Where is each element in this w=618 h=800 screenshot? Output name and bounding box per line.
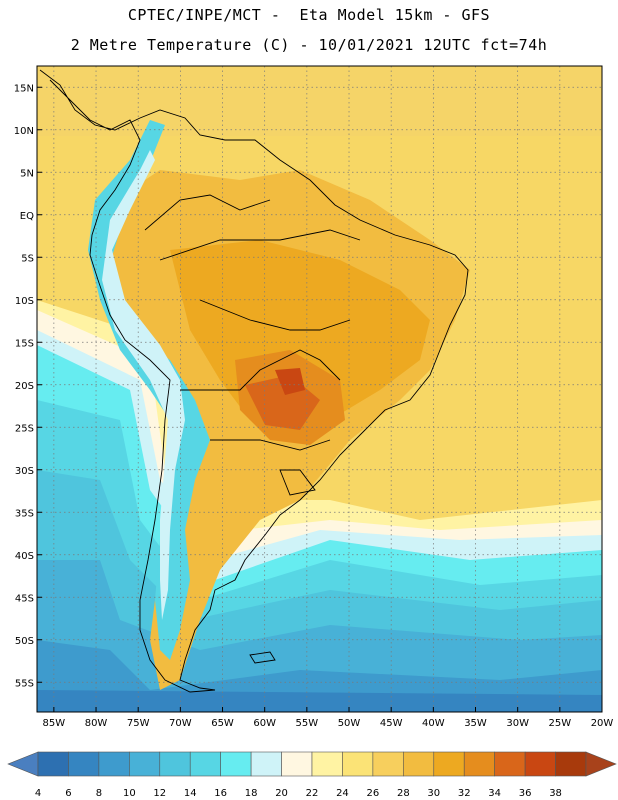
lat-label: 5S [21, 253, 34, 264]
colorbar-label: 6 [65, 788, 71, 799]
colorbar-swatch [159, 751, 191, 777]
lon-label: 20W [591, 718, 614, 729]
lat-label: 10N [14, 126, 34, 137]
colorbar-label: 10 [123, 788, 136, 799]
lon-label: 35W [464, 718, 487, 729]
colorbar-swatch [98, 751, 130, 777]
colorbar-swatch [433, 751, 465, 777]
colorbar-swatch [68, 751, 100, 777]
colorbar-label: 32 [458, 788, 471, 799]
lat-label: 40S [15, 551, 34, 562]
lon-label: 45W [380, 718, 403, 729]
lat-label: 45S [15, 593, 34, 604]
lat-label: 10S [15, 296, 34, 307]
colorbar-label: 4 [35, 788, 41, 799]
lon-label: 75W [127, 718, 150, 729]
colorbar-swatch [403, 751, 435, 777]
colorbar-swatch [494, 751, 526, 777]
colorbar-label: 12 [153, 788, 166, 799]
colorbar-label: 30 [427, 788, 440, 799]
colorbar-swatch [250, 751, 282, 777]
colorbar-swatch [311, 751, 343, 777]
lon-label: 40W [422, 718, 445, 729]
lon-label: 70W [169, 718, 192, 729]
longitude-labels: 85W 80W 75W 70W 65W 60W 55W 50W 45W 40W 35W 30W 25W 2… [43, 707, 614, 729]
colorbar-label: 36 [519, 788, 532, 799]
lat-label: EQ [20, 211, 34, 222]
lat-label: 30S [15, 466, 34, 477]
lon-label: 30W [506, 718, 529, 729]
map-frame [36, 65, 603, 713]
colorbar-swatch [189, 751, 221, 777]
lat-label: 20S [15, 381, 34, 392]
colorbar-label: 24 [336, 788, 349, 799]
map-title-variable: 2 Metre Temperature (C) - 10/01/2021 12U… [70, 36, 548, 54]
colorbar-swatch [281, 751, 313, 777]
lon-label: 25W [549, 718, 572, 729]
lon-label: 85W [43, 718, 66, 729]
colorbar-label: 8 [96, 788, 102, 799]
map-title-model: CPTEC/INPE/MCT - Eta Model 15km - GFS [127, 6, 491, 24]
colorbar-label: 22 [306, 788, 319, 799]
colorbar-swatch [37, 751, 69, 777]
colorbar [7, 751, 617, 777]
colorbar-low-arrow [7, 751, 39, 777]
lat-label: 5N [20, 168, 34, 179]
colorbar-labels: 4 6 8 10 12 14 16 18 20 22 24 26 28 30 32 34 36 38 [35, 788, 562, 799]
lat-label: 35S [15, 508, 34, 519]
colorbar-swatch [372, 751, 404, 777]
colorbar-label: 18 [245, 788, 258, 799]
colorbar-label: 28 [397, 788, 410, 799]
lon-label: 65W [211, 718, 234, 729]
coastlines [39, 69, 469, 693]
colorbar-label: 14 [184, 788, 197, 799]
lon-label: 80W [85, 718, 108, 729]
colorbar-swatch [555, 751, 587, 777]
colorbar-label: 26 [367, 788, 380, 799]
latitude-labels: 15N 10N 5N EQ 5S 10S 15S 20S 25S 30S 35S 40S 45S 50S 5… [14, 83, 42, 689]
lat-label: 50S [15, 636, 34, 647]
lat-label: 55S [15, 678, 34, 689]
lon-label: 55W [296, 718, 319, 729]
colorbar-label: 34 [488, 788, 501, 799]
temperature-field [37, 66, 602, 712]
colorbar-swatch [463, 751, 495, 777]
colorbar-label: 16 [214, 788, 227, 799]
colorbar-label: 20 [275, 788, 288, 799]
colorbar-high-arrow [585, 751, 617, 777]
colorbar-swatch [129, 751, 161, 777]
colorbar-swatch [342, 751, 374, 777]
lat-label: 15N [14, 83, 34, 94]
colorbar-label: 38 [549, 788, 562, 799]
lon-label: 50W [338, 718, 361, 729]
lat-label: 15S [15, 338, 34, 349]
lon-label: 60W [253, 718, 276, 729]
colorbar-swatch [524, 751, 556, 777]
colorbar-swatch [220, 751, 252, 777]
lat-label: 25S [15, 423, 34, 434]
